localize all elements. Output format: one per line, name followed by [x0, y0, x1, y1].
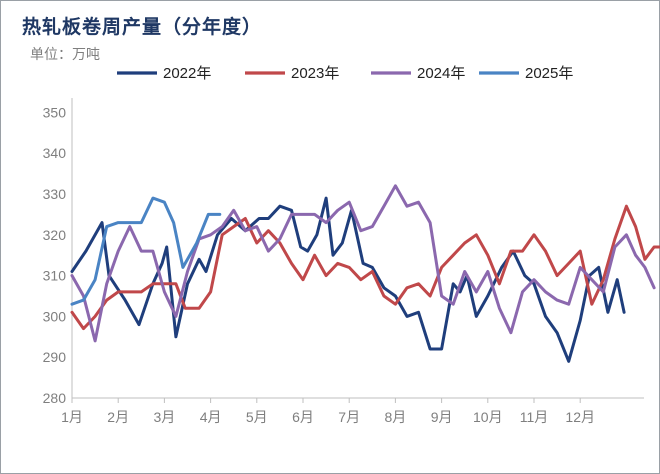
legend-label: 2024年: [417, 65, 465, 82]
x-tick-label: 11月: [520, 409, 549, 425]
y-tick-label: 280: [43, 390, 67, 406]
chart-axes: 280 290 300 310 320 330 340 350 1月 2月 3月 4月 5月 6月 7月 8月…: [43, 98, 644, 425]
x-tick-label: 9月: [431, 409, 453, 425]
legend-label: 2023年: [291, 65, 339, 82]
x-tick-label: 12月: [565, 409, 595, 425]
chart-title: 热轧板卷周产量（分年度）: [22, 16, 263, 38]
x-tick-label: 10月: [473, 409, 503, 425]
legend-label: 2022年: [163, 65, 211, 82]
y-tick-label: 310: [43, 268, 67, 284]
x-tick-label: 4月: [200, 409, 222, 425]
x-tick-label: 7月: [338, 409, 360, 425]
unit-label: 单位：万吨: [30, 47, 100, 63]
series-line-2025年: [70, 196, 222, 306]
x-tick-label: 2月: [107, 409, 129, 425]
series-line-2024年: [70, 184, 656, 343]
legend: 2022年 2023年 2024年 2025年: [117, 65, 573, 82]
y-tick-label: 320: [43, 227, 67, 243]
legend-label: 2025年: [525, 65, 573, 82]
x-tick-label: 3月: [154, 409, 176, 425]
y-tick-label: 350: [43, 104, 67, 120]
series-line-2022年: [70, 196, 626, 363]
y-tick-label: 290: [43, 349, 67, 365]
x-tick-label: 5月: [246, 409, 268, 425]
x-tick-label: 1月: [61, 409, 83, 425]
x-tick-label: 6月: [292, 409, 314, 425]
y-tick-label: 340: [43, 145, 67, 161]
y-tick-label: 330: [43, 186, 67, 202]
y-tick-label: 300: [43, 308, 67, 324]
series-line-2023年: [70, 204, 660, 331]
chart-series: [70, 184, 660, 363]
x-tick-label: 8月: [385, 409, 407, 425]
